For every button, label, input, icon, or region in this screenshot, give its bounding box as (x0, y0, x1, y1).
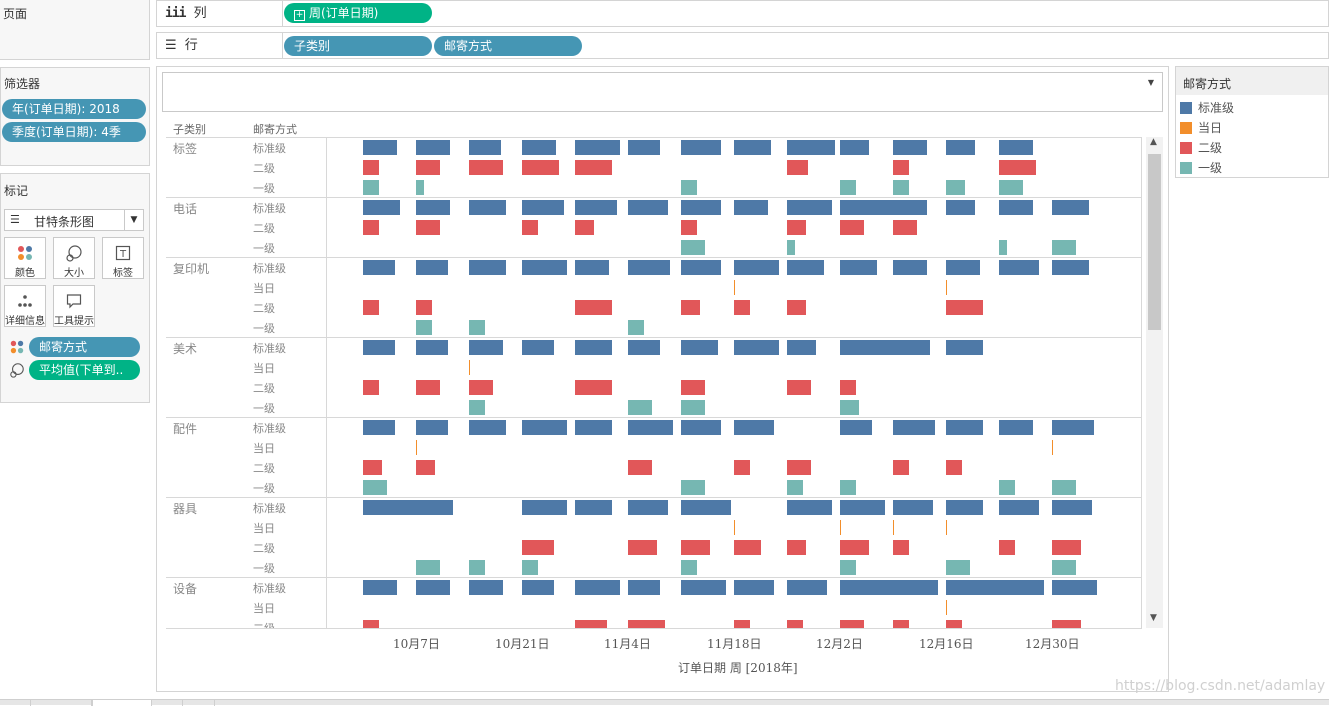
legend-item-same-day[interactable]: 当日 (1180, 119, 1222, 136)
x-tick-label: 12月2日 (816, 637, 863, 651)
filters-panel: 筛选器 年(订单日期): 2018 季度(订单日期): 4季 (0, 67, 150, 166)
legend-swatch (1180, 102, 1192, 114)
marks-title: 标记 (4, 184, 29, 198)
sheet-tab[interactable] (152, 700, 183, 706)
scroll-up-icon[interactable]: ▲ (1150, 137, 1157, 147)
detail-button[interactable]: 详细信息 (4, 285, 46, 327)
marks-panel: 标记 ☰ 甘特条形图 ▼ 颜色 大小 T 标签 详细信息 工具提示 邮寄方式 平… (0, 173, 150, 403)
row-pane-divider (326, 137, 327, 628)
legend-title[interactable]: 邮寄方式 (1176, 67, 1328, 95)
vertical-scrollbar[interactable]: ▲ ▼ (1146, 137, 1163, 628)
pane-bottom-border (166, 628, 1142, 629)
title-dropdown-icon[interactable]: ▼ (1147, 78, 1154, 87)
gantt-icon: ☰ (10, 213, 20, 226)
mark-type-dropdown[interactable]: ☰ 甘特条形图 ▼ (4, 209, 144, 231)
label-button[interactable]: T 标签 (102, 237, 144, 279)
sheet-tab[interactable] (184, 700, 215, 706)
color-button[interactable]: 颜色 (4, 237, 46, 279)
svg-text:T: T (119, 249, 127, 260)
mark-field-ship-mode[interactable]: 邮寄方式 (29, 337, 140, 357)
x-tick-label: 11月18日 (707, 637, 762, 651)
x-tick-label: 10月21日 (495, 637, 550, 651)
tooltip-icon (66, 294, 82, 309)
scroll-down-icon[interactable]: ▼ (1150, 613, 1157, 623)
column-pill-week[interactable]: + 周(订单日期) (284, 3, 432, 23)
size-button[interactable]: 大小 (53, 237, 95, 279)
legend-swatch (1180, 122, 1192, 134)
detail-icon (18, 295, 32, 307)
mark-field-avg-days[interactable]: 平均值(下单到.. (29, 360, 140, 380)
watermark: https://blog.csdn.net/adamlay (1115, 678, 1326, 694)
pages-shelf[interactable]: 页面 (0, 0, 150, 60)
x-tick-label: 10月7日 (393, 637, 440, 651)
columns-icon: iii (165, 6, 187, 21)
legend-swatch (1180, 162, 1192, 174)
header-category: 子类别 (173, 123, 206, 136)
legend-swatch (1180, 142, 1192, 154)
pane-right-border (1141, 137, 1142, 628)
header-ship-mode: 邮寄方式 (253, 123, 297, 136)
view-title-box[interactable]: ▼ (162, 72, 1163, 112)
x-tick-label: 12月30日 (1025, 637, 1080, 651)
pages-title: 页面 (3, 7, 28, 21)
row-pill-subcategory[interactable]: 子类别 (284, 36, 432, 56)
rows-shelf[interactable]: ☰ 行 子类别 邮寄方式 (156, 32, 1329, 59)
sheet-tab-active[interactable] (92, 700, 152, 706)
columns-shelf-label: iii 列 (157, 1, 283, 26)
label-icon: T (115, 245, 131, 261)
view-panel (156, 66, 1169, 692)
size-field-icon (10, 363, 24, 378)
x-tick-label: 11月4日 (604, 637, 651, 651)
x-axis-title: 订单日期 周 [2018年] (678, 661, 798, 675)
row-pill-ship-mode[interactable]: 邮寄方式 (434, 36, 582, 56)
tooltip-button[interactable]: 工具提示 (53, 285, 95, 327)
sheet-tab-bar (0, 699, 1329, 706)
size-icon (66, 245, 82, 262)
mark-type-value: 甘特条形图 (34, 215, 95, 229)
filters-title: 筛选器 (4, 77, 41, 91)
expand-icon[interactable]: + (294, 10, 305, 21)
sheet-tab[interactable] (30, 700, 92, 706)
x-tick-label: 12月16日 (919, 637, 974, 651)
legend-item-first[interactable]: 一级 (1180, 159, 1222, 176)
scrollbar-thumb[interactable] (1148, 154, 1161, 330)
rows-icon: ☰ (165, 38, 177, 53)
filter-pill-year[interactable]: 年(订单日期): 2018 (2, 99, 146, 119)
color-field-icon (10, 340, 24, 354)
rows-shelf-label: ☰ 行 (157, 33, 283, 58)
columns-shelf[interactable]: iii 列 + 周(订单日期) (156, 0, 1329, 27)
filter-pill-quarter[interactable]: 季度(订单日期): 4季 (2, 122, 146, 142)
chevron-down-icon[interactable]: ▼ (124, 210, 143, 230)
legend-item-second[interactable]: 二级 (1180, 139, 1222, 156)
legend-item-standard[interactable]: 标准级 (1180, 99, 1234, 116)
color-icon (18, 246, 32, 260)
